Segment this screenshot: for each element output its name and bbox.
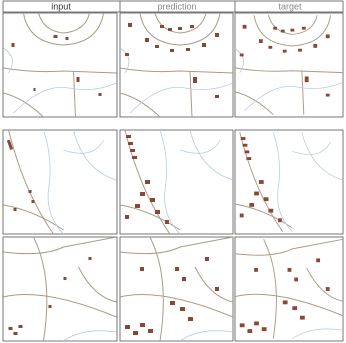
- column-header: target: [278, 1, 302, 11]
- column-header: input: [51, 1, 71, 11]
- map-grid: [3, 13, 343, 341]
- header: input prediction target: [3, 1, 343, 12]
- column-header: prediction: [157, 1, 196, 11]
- figure: input prediction target: [0, 0, 346, 343]
